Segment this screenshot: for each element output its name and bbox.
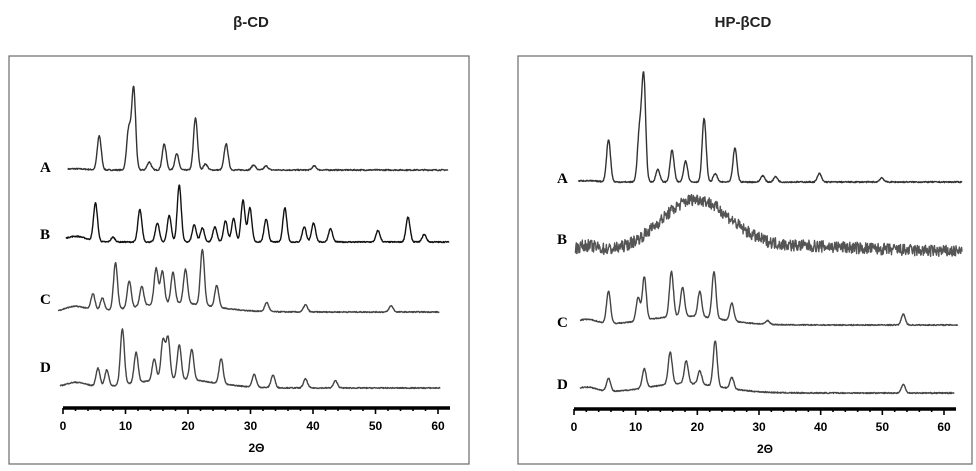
x-tick-label: 20 bbox=[691, 420, 705, 434]
diffractogram-trace-d bbox=[579, 340, 955, 395]
trace-label-d: D bbox=[557, 377, 568, 393]
diffractogram-trace-a bbox=[577, 71, 963, 184]
x-axis-title: 2Θ bbox=[757, 442, 773, 456]
trace-label-d: D bbox=[40, 360, 51, 376]
diffractogram-trace-a bbox=[67, 85, 449, 172]
x-tick-label: 10 bbox=[119, 419, 133, 433]
x-tick-label: 50 bbox=[369, 419, 383, 433]
x-tick-label: 50 bbox=[876, 420, 890, 434]
diffractogram-trace-d bbox=[59, 328, 441, 390]
panel-frame-beta-cd bbox=[8, 55, 470, 465]
diffractogram-trace-b bbox=[574, 193, 963, 257]
panel-frame-hp-beta-cd bbox=[517, 55, 973, 465]
diffractogram-trace-c bbox=[579, 270, 959, 327]
trace-label-a: A bbox=[40, 160, 51, 176]
x-tick-label: 10 bbox=[629, 420, 643, 434]
x-tick-label: 20 bbox=[181, 419, 195, 433]
x-tick-label: 30 bbox=[752, 420, 766, 434]
x-tick-label: 30 bbox=[244, 419, 258, 433]
x-tick-label: 60 bbox=[937, 420, 951, 434]
trace-label-a: A bbox=[557, 171, 568, 187]
x-tick-label: 0 bbox=[60, 419, 67, 433]
x-tick-label: 0 bbox=[571, 420, 578, 434]
chart-title-hp-beta-cd: HP-βCD bbox=[714, 14, 772, 31]
trace-label-b: B bbox=[40, 227, 50, 243]
trace-label-b: B bbox=[557, 232, 567, 248]
diffractogram-trace-c bbox=[57, 248, 440, 314]
x-axis-title: 2Θ bbox=[248, 441, 264, 455]
x-tick-label: 40 bbox=[306, 419, 320, 433]
chart-title-beta-cd: β-CD bbox=[233, 14, 269, 31]
trace-label-c: C bbox=[40, 292, 51, 308]
x-tick-label: 60 bbox=[431, 419, 445, 433]
diffractogram-trace-b bbox=[65, 184, 450, 244]
x-tick-label: 40 bbox=[814, 420, 828, 434]
trace-label-c: C bbox=[557, 315, 568, 331]
